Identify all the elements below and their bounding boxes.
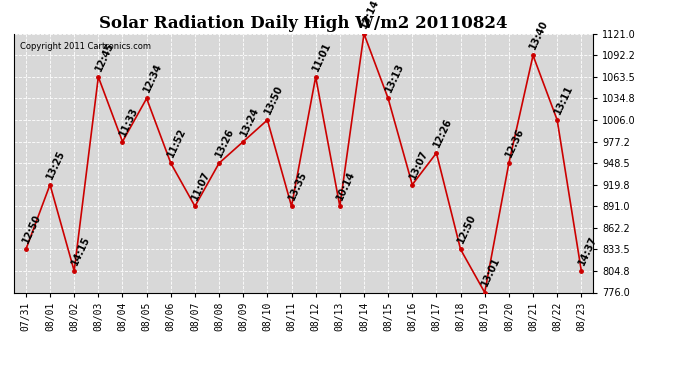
Text: 13:14: 13:14 — [359, 0, 382, 30]
Text: 13:24: 13:24 — [238, 105, 261, 137]
Text: 13:11: 13:11 — [552, 84, 575, 116]
Text: 13:40: 13:40 — [528, 19, 551, 51]
Text: 13:01: 13:01 — [480, 256, 502, 288]
Text: 13:25: 13:25 — [45, 148, 68, 180]
Text: 12:36: 12:36 — [504, 127, 526, 159]
Text: Copyright 2011 Cartronics.com: Copyright 2011 Cartronics.com — [19, 42, 150, 51]
Text: 13:35: 13:35 — [286, 170, 309, 202]
Text: 13:50: 13:50 — [262, 84, 285, 116]
Text: 12:45: 12:45 — [93, 40, 116, 73]
Text: 14:37: 14:37 — [576, 234, 599, 267]
Text: 13:13: 13:13 — [383, 62, 406, 94]
Text: 11:07: 11:07 — [190, 170, 213, 202]
Text: 13:07: 13:07 — [407, 148, 430, 180]
Text: 12:34: 12:34 — [141, 62, 164, 94]
Title: Solar Radiation Daily High W/m2 20110824: Solar Radiation Daily High W/m2 20110824 — [99, 15, 508, 32]
Text: 11:33: 11:33 — [117, 105, 140, 137]
Text: 12:50: 12:50 — [455, 213, 478, 245]
Text: 11:52: 11:52 — [166, 127, 188, 159]
Text: 10:14: 10:14 — [335, 170, 357, 202]
Text: 11:01: 11:01 — [310, 40, 333, 73]
Text: 14:15: 14:15 — [69, 234, 92, 267]
Text: 12:50: 12:50 — [21, 213, 43, 245]
Text: 12:26: 12:26 — [431, 117, 454, 149]
Text: 13:26: 13:26 — [214, 127, 237, 159]
